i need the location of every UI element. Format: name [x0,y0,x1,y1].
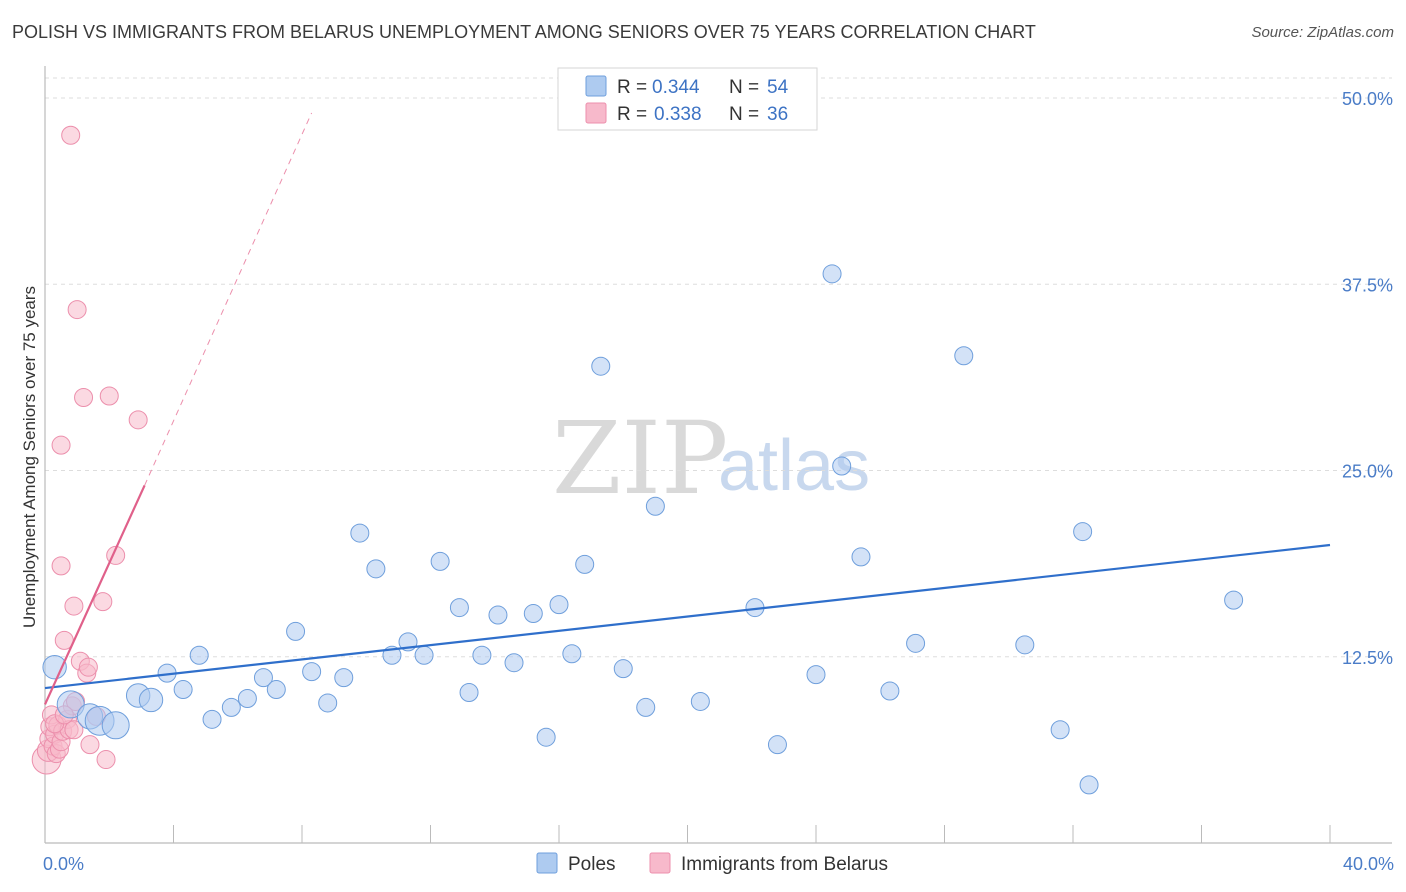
bottom-legend-label-belarus: Immigrants from Belarus [681,854,888,875]
belarus-point-31 [99,386,119,406]
y-tick-label-3: 50.0% [1342,89,1393,109]
poles-point-12 [237,688,257,708]
poles-point-9 [189,645,209,665]
legend-r-value-belarus: 0.338 [654,104,702,125]
poles-point-16 [302,662,322,682]
y-tick-label-1: 25.0% [1342,462,1393,482]
belarus-point-17 [61,125,81,145]
poles-point-36 [613,659,633,679]
poles-point-42 [806,665,826,685]
correlation-legend: R = 0.344 N = 54 R = 0.338 N = 36 [557,67,818,131]
x-tick-label-0: 0.0% [43,854,84,874]
poles-point-0 [42,654,67,680]
belarus-point-29 [93,592,113,612]
belarus-point-12 [51,435,71,455]
poles-point-37 [636,697,656,717]
poles-point-41 [767,735,787,755]
legend-swatch-poles [585,75,607,97]
y-tick-label-2: 37.5% [1342,275,1393,295]
poles-point-52 [1079,775,1099,795]
poles-point-51 [1073,522,1093,542]
poles-point-53 [1224,590,1244,610]
belarus-point-19 [64,720,84,740]
chart-title: POLISH VS IMMIGRANTS FROM BELARUS UNEMPL… [12,22,1036,42]
poles-point-14 [266,680,286,700]
poles-point-20 [366,559,386,579]
poles-point-13 [253,668,273,688]
bottom-legend-swatch-belarus [649,852,671,874]
legend-r-value-poles: 0.344 [652,77,700,98]
poles-point-44 [832,456,852,476]
legend-n-value-poles: 54 [767,77,789,98]
poles-point-11 [221,697,241,717]
poles-point-32 [549,595,569,615]
belarus-point-33 [128,410,148,430]
belarus-point-22 [67,300,87,320]
poles-point-39 [690,691,710,711]
poles-point-48 [954,346,974,366]
source-credit: Source: ZipAtlas.com [1251,24,1394,41]
poles-point-35 [591,356,611,376]
belarus-point-13 [51,556,71,576]
poles-point-29 [504,653,524,673]
legend-r-label-poles: R = [617,77,647,98]
poles-point-34 [575,554,595,574]
legend-r-label-belarus: R = [617,104,647,125]
y-tick-label-0: 12.5% [1342,648,1393,668]
trend-line-belarus [43,484,146,705]
poles-point-38 [645,496,665,516]
series-immigrants-from-belarus [31,125,148,775]
poles-point-24 [430,551,450,571]
legend-swatch-belarus [585,102,607,124]
belarus-point-30 [96,750,116,770]
poles-point-27 [472,645,492,665]
belarus-point-24 [74,387,94,407]
series-poles [42,264,1244,795]
poles-point-19 [350,523,370,543]
x-tick-labels: 0.0% 40.0% [43,854,1394,874]
trend-lines [43,112,1331,705]
belarus-point-27 [80,735,100,755]
poles-point-8 [173,680,193,700]
poles-point-45 [851,547,871,567]
poles-point-15 [286,621,306,641]
series-legend: Poles Immigrants from Belarus [536,852,888,875]
belarus-point-26 [78,657,98,677]
poles-point-33 [562,644,582,664]
poles-point-28 [488,605,508,625]
poles-point-31 [536,727,556,747]
belarus-point-20 [64,596,84,616]
poles-point-25 [449,598,469,618]
poles-point-17 [318,693,338,713]
poles-point-4 [101,711,130,740]
poles-point-23 [414,645,434,665]
poles-point-18 [334,668,354,688]
poles-point-10 [202,709,222,729]
trend-line-poles [44,543,1331,690]
poles-point-26 [459,683,479,703]
poles-point-43 [822,264,842,284]
gridlines [45,77,1392,658]
x-tick-label-1: 40.0% [1343,854,1394,874]
poles-point-47 [906,633,926,653]
poles-point-46 [880,681,900,701]
legend-n-label-belarus: N = [729,104,759,125]
watermark-zip: ZIP [552,400,728,517]
poles-point-30 [523,604,543,624]
y-axis-title: Unemployment Among Seniors over 75 years [20,286,39,628]
poles-point-1 [56,690,85,719]
poles-point-6 [138,687,164,713]
bottom-legend-label-poles: Poles [568,854,616,875]
legend-n-label-poles: N = [729,77,759,98]
legend-n-value-belarus: 36 [767,104,788,125]
trend-line-belarus-extension [144,112,313,486]
poles-point-50 [1050,720,1070,740]
bottom-legend-swatch-poles [536,852,558,874]
poles-point-49 [1015,635,1035,655]
y-tick-labels: 12.5% 25.0% 37.5% 50.0% [1342,89,1393,668]
